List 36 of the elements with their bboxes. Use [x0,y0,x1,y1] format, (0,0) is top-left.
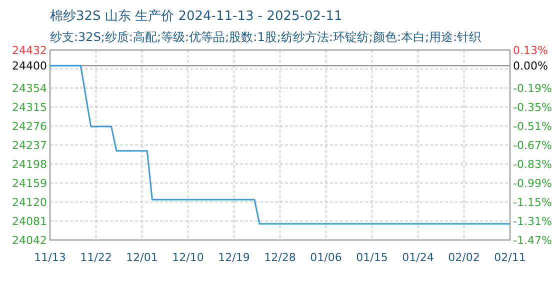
x-tick-label: 11/13 [34,251,66,264]
x-tick-label: 01/15 [356,251,388,264]
line-series [49,64,511,225]
y2-tick-label: 0.00% [513,59,548,72]
y-tick-label: 24315 [12,101,47,114]
y2-tick-label: -0.67% [513,139,552,152]
x-tick-label: 11/22 [80,251,112,264]
y2-tick-label: -1.15% [513,196,552,209]
y2-tick-label: 0.13% [513,44,548,57]
y-tick-label: 24237 [12,139,47,152]
y-tick-label: 24198 [12,158,47,171]
y-tick-label: 24159 [12,177,47,190]
x-tick-label: 02/11 [494,251,526,264]
y-tick-label: 24400 [12,60,47,73]
chart-subtitle: 纱支:32S;纱质:高配;等级:优等品;股数:1股;纺纱方法:环锭纺;颜色:本白;用途:针织 [50,30,482,44]
y-tick-label: 24120 [12,196,47,209]
x-tick-label: 02/02 [448,251,480,264]
x-tick-label: 12/01 [126,251,158,264]
y-tick-label: 24042 [12,234,47,247]
x-tick-label: 12/10 [172,251,204,264]
y2-tick-label: -0.83% [513,158,552,171]
y2-tick-label: -0.35% [513,101,552,114]
y2-tick-label: -1.47% [513,234,552,247]
y2-tick-label: -0.51% [513,120,552,133]
x-tick-label: 12/28 [264,251,296,264]
y2-tick-label: -0.99% [513,177,552,190]
y-tick-label: 24276 [12,120,47,133]
x-tick-label: 01/06 [310,251,342,264]
y2-tick-label: -0.19% [513,82,552,95]
y2-tick-label: -1.31% [513,215,552,228]
y-tick-label: 24354 [12,82,47,95]
x-tick-label: 01/24 [402,251,434,264]
x-tick-label: 12/19 [218,251,250,264]
chart-title: 棉纱32S 山东 生产价 2024-11-13 - 2025-02-11 [50,9,342,24]
y-tick-label: 24081 [12,215,47,228]
y-tick-label: 24432 [12,44,47,57]
